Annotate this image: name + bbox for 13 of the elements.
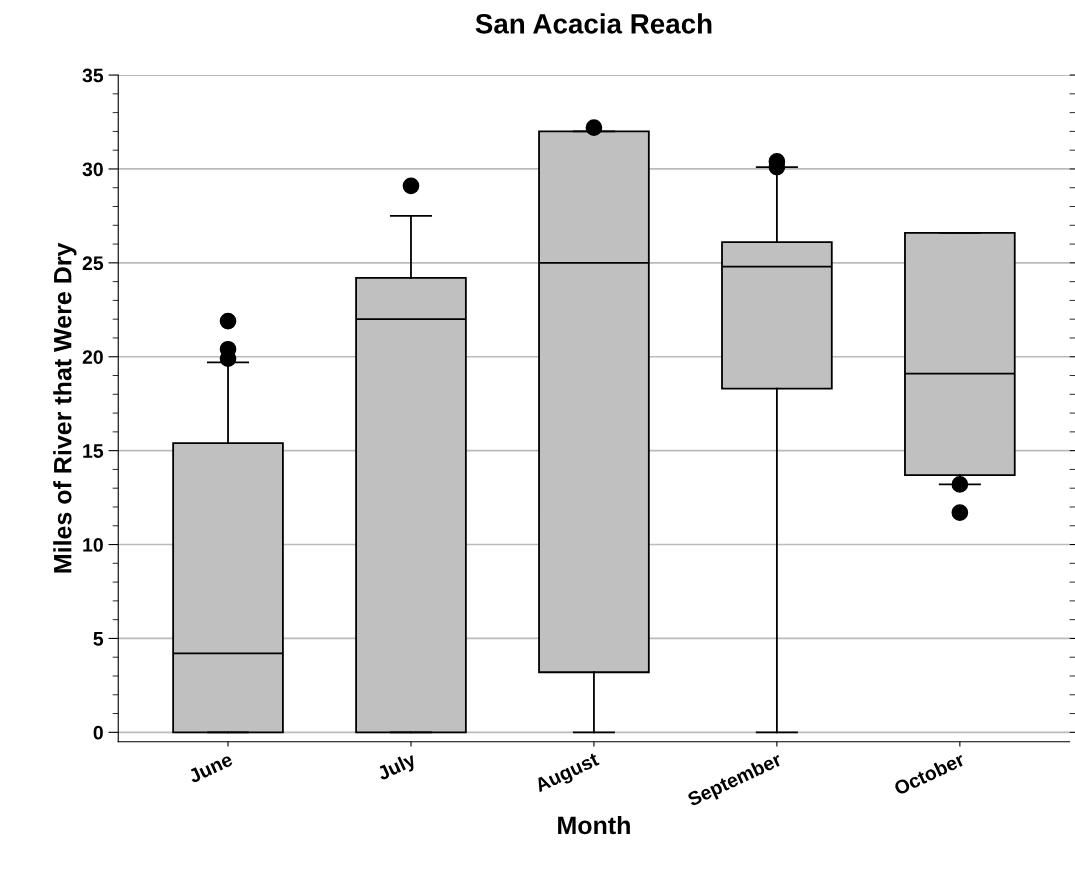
chart-title: San Acacia Reach xyxy=(475,13,712,34)
x-tick-label: July xyxy=(375,751,419,785)
x-tick-label: June xyxy=(187,752,234,784)
y-tick-label: 0 xyxy=(93,725,103,740)
y-tick-label: 15 xyxy=(83,444,104,458)
y-tick-label: 10 xyxy=(83,538,103,552)
y-tick-label: 5 xyxy=(93,632,104,646)
x-axis-title: Month xyxy=(558,815,630,835)
y-tick-label: 25 xyxy=(82,256,104,271)
y-tick-label: 20 xyxy=(82,350,103,364)
y-axis-title: Miles of River that Were Dry xyxy=(53,242,77,573)
y-tick-label: 30 xyxy=(82,162,103,177)
y-tick-label: 35 xyxy=(82,68,104,83)
